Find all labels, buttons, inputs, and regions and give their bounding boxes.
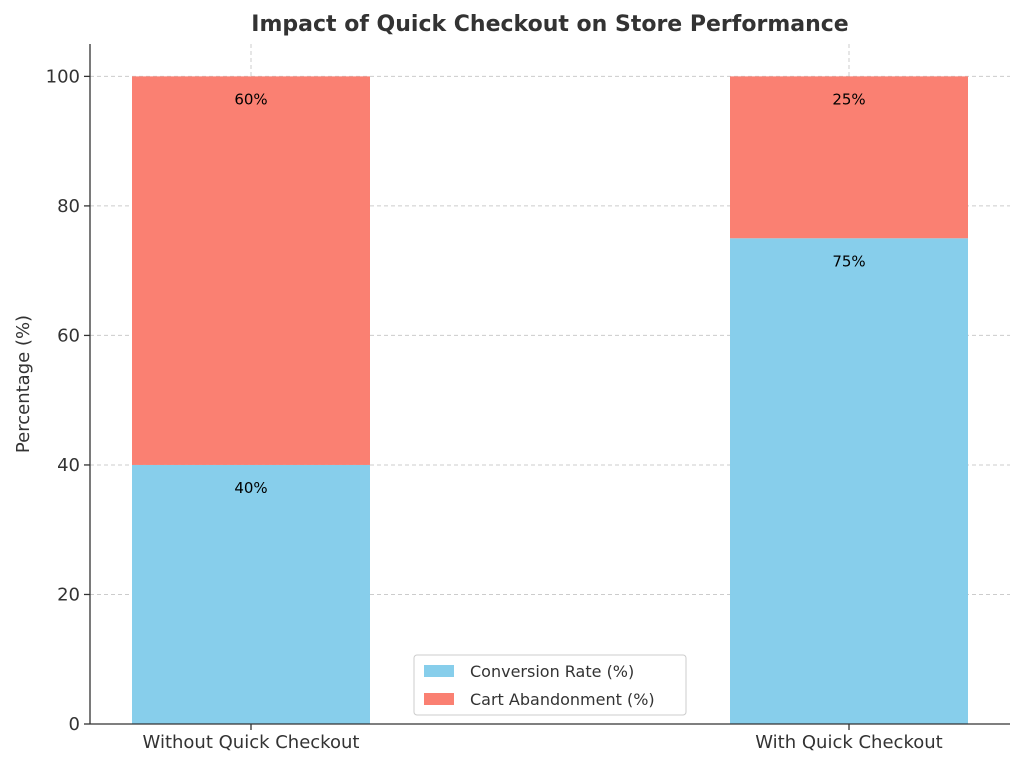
- y-tick-label-100: 100: [46, 66, 80, 87]
- y-tick-label-60: 60: [57, 325, 80, 346]
- data-labels: 40% 75% 60% 25%: [234, 90, 865, 497]
- y-tick-label-80: 80: [57, 196, 80, 217]
- y-tick-label-20: 20: [57, 584, 80, 605]
- data-label-series1-cat0: 60%: [234, 90, 267, 108]
- bar-series0-cat0: [132, 464, 370, 724]
- legend-label-1: Cart Abandonment (%): [470, 690, 655, 709]
- y-tick-label-40: 40: [57, 455, 80, 476]
- legend-swatch-0: [424, 665, 454, 677]
- legend-box: [413, 654, 687, 716]
- legend: Conversion Rate (%) Cart Abandonment (%): [413, 654, 687, 716]
- data-label-series0-cat1: 75%: [832, 252, 865, 270]
- legend-swatch-1: [424, 693, 454, 705]
- chart-title: Impact of Quick Checkout on Store Perfor…: [251, 12, 848, 37]
- y-axis-label: Percentage (%): [13, 315, 34, 453]
- bars: [132, 76, 968, 725]
- bar-series1-cat0: [132, 76, 370, 465]
- data-label-series1-cat1: 25%: [832, 90, 865, 108]
- axes: 0 20 40 60 80 100 Without Quick Checkout With Q…: [46, 44, 1010, 753]
- bar-series0-cat1: [730, 238, 968, 725]
- legend-label-0: Conversion Rate (%): [470, 662, 634, 681]
- x-tick-label-1: With Quick Checkout: [755, 732, 942, 753]
- bar-series1-cat1: [730, 76, 968, 239]
- x-tick-label-0: Without Quick Checkout: [143, 732, 360, 753]
- y-tick-label-0: 0: [69, 714, 80, 735]
- data-label-series0-cat0: 40%: [234, 479, 267, 497]
